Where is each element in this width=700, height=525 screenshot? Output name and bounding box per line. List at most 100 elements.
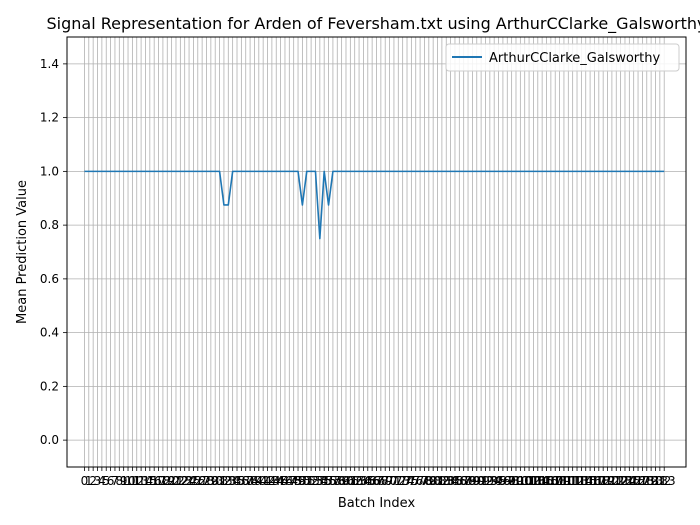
x-tick-label: 65 [360, 474, 375, 488]
x-tick-label: 61 [343, 474, 358, 488]
x-tick-label: 19 [160, 474, 175, 488]
x-tick-label: 102 [518, 474, 541, 488]
x-tick-label: 117 [583, 474, 606, 488]
legend-box [445, 43, 680, 72]
x-tick-label: 34 [225, 474, 240, 488]
x-tick-label: 13 [133, 474, 148, 488]
x-tick-label: 63 [351, 474, 366, 488]
x-tick-label: 33 [221, 474, 236, 488]
x-tick-label: 119 [592, 474, 615, 488]
x-tick-label: 127 [627, 474, 650, 488]
series-line [84, 170, 665, 240]
x-tick-label: 29 [203, 474, 218, 488]
x-tick-label: 23 [177, 474, 192, 488]
y-axis-ticks: 0.0 0.2 0.4 0.6 0.8 1.0 1.2 1.4 [40, 57, 67, 447]
x-tick-label: 112 [561, 474, 584, 488]
x-tick-label: 45 [273, 474, 288, 488]
x-tick-label: 90 [469, 474, 484, 488]
x-tick-label: 96 [495, 474, 510, 488]
x-tick-label: 58 [330, 474, 345, 488]
x-tick-label: 52 [303, 474, 318, 488]
x-tick-label: 6 [107, 474, 115, 488]
x-tick-label: 9 [120, 474, 128, 488]
x-axis-title: Batch Index [338, 496, 416, 511]
x-tick-label: 1 [85, 474, 93, 488]
x-tick-label: 30 [208, 474, 223, 488]
x-tick-label: 0 [81, 474, 89, 488]
x-tick-label: 108 [544, 474, 567, 488]
x-tick-label: 100 [509, 474, 532, 488]
x-tick-label: 125 [618, 474, 641, 488]
x-tick-label: 26 [190, 474, 205, 488]
x-tick-label: 132 [648, 474, 671, 488]
x-tick-label: 84 [443, 474, 458, 488]
x-tick-label: 10 [120, 474, 135, 488]
x-tick-label: 31 [212, 474, 227, 488]
x-tick-label: 12 [129, 474, 144, 488]
x-tick-label: 106 [535, 474, 558, 488]
x-tick-label: 67 [369, 474, 384, 488]
x-tick-label: 73 [395, 474, 410, 488]
x-tick-label: 109 [548, 474, 571, 488]
x-tick-label: 48 [286, 474, 301, 488]
x-tick-label: 49 [290, 474, 305, 488]
x-tick-label: 91 [473, 474, 488, 488]
x-tick-label: 59 [334, 474, 349, 488]
x-tick-label: 74 [399, 474, 414, 488]
x-tick-label: 133 [653, 474, 676, 488]
x-tick-label: 2 [89, 474, 97, 488]
x-tick-label: 28 [199, 474, 214, 488]
x-tick-label: 75 [404, 474, 419, 488]
x-tick-label: 82 [434, 474, 449, 488]
x-tick-label: 38 [242, 474, 257, 488]
x-tick-label: 32 [216, 474, 231, 488]
x-axis-ticks: 0123456789101112131415161718192021222324… [81, 467, 676, 488]
x-tick-label: 7 [111, 474, 119, 488]
x-tick-label: 56 [321, 474, 336, 488]
x-tick-label: 98 [504, 474, 519, 488]
x-tick-label: 77 [412, 474, 427, 488]
x-tick-label: 120 [596, 474, 619, 488]
x-tick-label: 104 [526, 474, 549, 488]
y-tick-label: 1.2 [40, 111, 59, 125]
series-lines [84, 170, 665, 240]
x-tick-label: 25 [186, 474, 201, 488]
x-tick-label: 57 [325, 474, 340, 488]
x-tick-label: 89 [465, 474, 480, 488]
x-tick-label: 16 [147, 474, 162, 488]
x-tick-label: 103 [522, 474, 545, 488]
x-tick-label: 22 [173, 474, 188, 488]
x-tick-label: 86 [452, 474, 467, 488]
x-tick-label: 80 [426, 474, 441, 488]
x-tick-label: 18 [155, 474, 170, 488]
x-tick-label: 79 [421, 474, 436, 488]
x-tick-label: 50 [295, 474, 310, 488]
x-tick-label: 69 [378, 474, 393, 488]
x-tick-label: 95 [491, 474, 506, 488]
x-tick-label: 3 [94, 474, 102, 488]
x-tick-label: 110 [552, 474, 575, 488]
x-tick-label: 37 [238, 474, 253, 488]
y-tick-label: 0.2 [40, 379, 59, 393]
x-tick-label: 44 [269, 474, 284, 488]
x-tick-label: 101 [513, 474, 536, 488]
x-tick-label: 85 [447, 474, 462, 488]
x-tick-label: 105 [531, 474, 554, 488]
x-tick-label: 71 [386, 474, 401, 488]
x-tick-label: 4 [98, 474, 106, 488]
x-tick-label: 92 [478, 474, 493, 488]
y-tick-label: 1.4 [40, 57, 59, 71]
x-tick-label: 15 [142, 474, 157, 488]
x-tick-label: 111 [557, 474, 580, 488]
y-tick-label: 0.8 [40, 218, 59, 232]
x-tick-label: 118 [587, 474, 610, 488]
x-tick-label: 47 [282, 474, 297, 488]
x-tick-label: 14 [138, 474, 153, 488]
x-tick-label: 123 [609, 474, 632, 488]
y-tick-label: 0.0 [40, 433, 59, 447]
x-tick-label: 64 [356, 474, 371, 488]
chart-title: Signal Representation for Arden of Fever… [46, 14, 700, 34]
x-tick-label: 55 [317, 474, 332, 488]
x-tick-label: 66 [365, 474, 380, 488]
